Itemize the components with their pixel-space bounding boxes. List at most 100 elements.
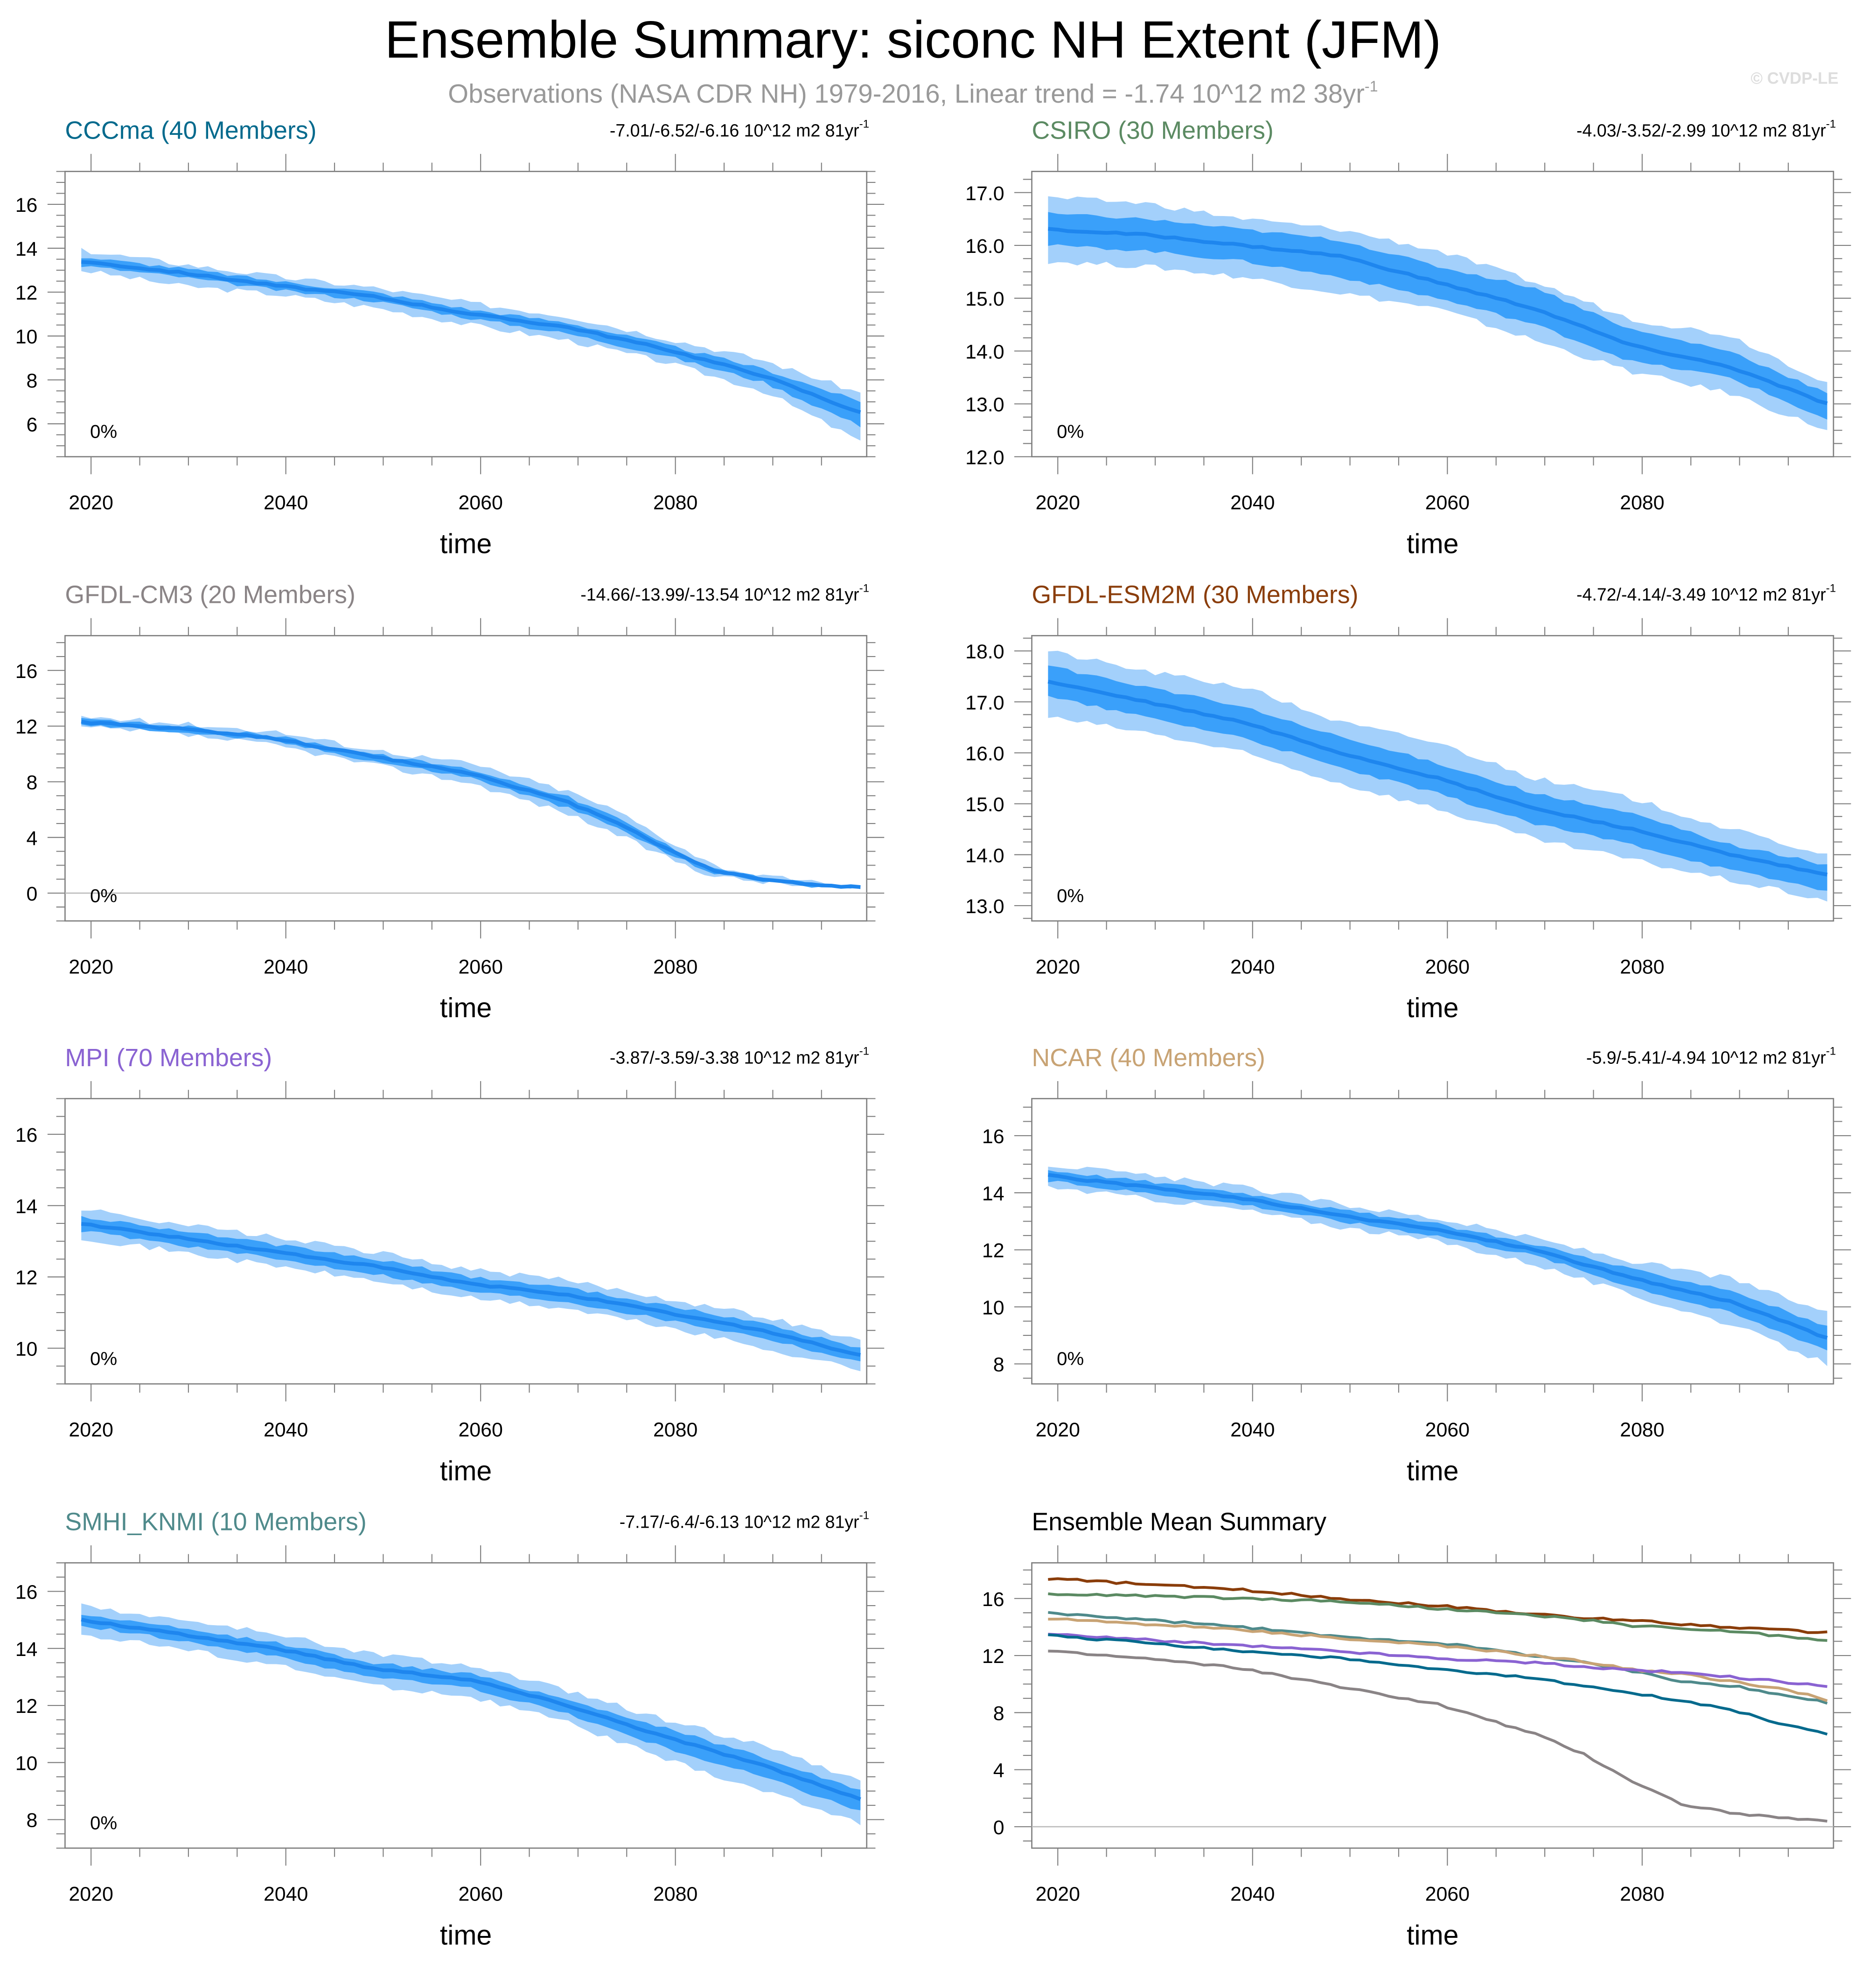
x-axis-label: time [1407, 993, 1458, 1023]
panel-title: CSIRO (30 Members) [1032, 117, 1274, 145]
panel-title: GFDL-ESM2M (30 Members) [1032, 581, 1359, 609]
x-tick-label: 2080 [653, 1883, 697, 1905]
x-tick-label: 2040 [1230, 491, 1275, 514]
inner-spread-band [81, 718, 861, 889]
x-tick-label: 2020 [69, 1883, 113, 1905]
chart-panel: CCCma (40 Members) -7.01/-6.52/-6.16 10^1… [15, 117, 885, 559]
y-tick-label: 8 [27, 370, 38, 392]
x-tick-label: 2080 [1620, 1419, 1664, 1441]
x-tick-label: 2040 [264, 956, 308, 978]
y-tick-label: 12 [15, 282, 38, 304]
y-tick-label: 14 [15, 1195, 38, 1218]
panel-trend-label: -7.01/-6.52/-6.16 10^12 m2 81yr-1 [610, 118, 869, 140]
plot-frame [1031, 1562, 1834, 1849]
trend-text: -4.03/-3.52/-2.99 10^12 m2 81yr [1576, 120, 1826, 140]
x-tick-label: 2060 [1425, 956, 1470, 978]
x-tick-label: 2080 [1620, 956, 1664, 978]
panel-trend-label: -7.17/-6.4/-6.13 10^12 m2 81yr-1 [620, 1509, 869, 1532]
x-tick-label: 2080 [1620, 491, 1664, 514]
plot-frame [64, 635, 868, 922]
y-tick-label: 10 [15, 326, 38, 348]
y-tick-label: 15.0 [965, 794, 1004, 816]
trend-superscript: -1 [1826, 582, 1836, 594]
x-axis-label: time [1407, 1456, 1458, 1486]
y-tick-label: 10 [982, 1297, 1004, 1319]
percent-annotation: 0% [90, 885, 117, 906]
ensemble-mean-line [1047, 1173, 1828, 1340]
y-tick-label: 13.0 [965, 895, 1004, 918]
panel-title: Ensemble Mean Summary [1032, 1508, 1327, 1536]
outer-spread-band [81, 1603, 861, 1825]
y-tick-label: 14.0 [965, 845, 1004, 867]
figure-subtitle: Observations (NASA CDR NH) 1979-2016, Li… [448, 78, 1378, 108]
ensemble-mean-line [81, 1222, 861, 1357]
y-tick-label: 0 [27, 883, 38, 905]
x-axis-label: time [1407, 1920, 1458, 1950]
x-tick-label: 2040 [1230, 1419, 1275, 1441]
outer-spread-band [81, 716, 861, 889]
x-tick-label: 2040 [264, 491, 308, 514]
panel-title: SMHI_KNMI (10 Members) [65, 1508, 366, 1536]
y-tick-label: 8 [27, 1809, 38, 1832]
x-tick-label: 2040 [1230, 1883, 1275, 1905]
summary-line-cccma [1048, 1633, 1828, 1736]
trend-text: -4.72/-4.14/-3.49 10^12 m2 81yr [1576, 585, 1826, 604]
ensemble-mean-line [81, 260, 861, 414]
y-tick-label: 8 [993, 1702, 1004, 1725]
y-tick-label: 12 [15, 1267, 38, 1289]
chart-panel: GFDL-CM3 (20 Members) -14.66/-13.99/-13.5… [15, 581, 885, 1023]
trend-superscript: -1 [1826, 118, 1836, 131]
y-tick-label: 17.0 [965, 182, 1004, 205]
summary-line-gfdl-cm3 [1048, 1649, 1827, 1823]
y-tick-label: 8 [993, 1354, 1004, 1376]
x-axis-label: time [1407, 529, 1458, 559]
x-axis-label: time [440, 1456, 492, 1486]
x-axis-label: time [440, 1920, 492, 1950]
y-tick-label: 14.0 [965, 341, 1004, 363]
panel-trend-label: -4.03/-3.52/-2.99 10^12 m2 81yr-1 [1576, 118, 1836, 140]
x-tick-label: 2080 [1620, 1883, 1664, 1905]
y-tick-label: 13.0 [965, 394, 1004, 416]
y-tick-label: 18.0 [965, 641, 1004, 663]
y-tick-label: 4 [27, 827, 38, 850]
percent-annotation: 0% [1057, 885, 1084, 906]
x-tick-label: 2020 [1036, 956, 1080, 978]
x-tick-label: 2020 [1036, 1883, 1080, 1905]
percent-annotation: 0% [1057, 421, 1084, 442]
y-tick-label: 16 [982, 1588, 1004, 1611]
panel-title: MPI (70 Members) [65, 1044, 272, 1072]
x-tick-label: 2060 [1425, 1883, 1470, 1905]
ensemble-mean-line [81, 1617, 861, 1801]
summary-line-csiro [1048, 1592, 1827, 1642]
y-tick-label: 16 [15, 660, 38, 683]
x-tick-label: 2060 [458, 1883, 502, 1905]
trend-superscript: -1 [859, 1509, 869, 1522]
summary-line-ncar [1048, 1617, 1828, 1702]
trend-superscript: -1 [859, 118, 869, 131]
chart-panel: SMHI_KNMI (10 Members) -7.17/-6.4/-6.13 1… [15, 1508, 885, 1950]
ensemble-mean-line [1048, 227, 1828, 405]
panel-trend-label: -14.66/-13.99/-13.54 10^12 m2 81yr-1 [580, 582, 869, 604]
trend-text: -5.9/-5.41/-4.94 10^12 m2 81yr [1586, 1048, 1826, 1067]
y-tick-label: 12 [15, 1695, 38, 1718]
x-axis-label: time [440, 529, 492, 559]
inner-spread-band [1048, 1170, 1827, 1351]
trend-superscript: -1 [1826, 1045, 1836, 1058]
y-tick-label: 16.0 [965, 742, 1004, 765]
percent-annotation: 0% [90, 1813, 117, 1834]
x-tick-label: 2020 [69, 1419, 113, 1441]
plot-frame [1031, 1098, 1834, 1385]
percent-annotation: 0% [90, 421, 117, 442]
x-tick-label: 2040 [264, 1883, 308, 1905]
y-tick-label: 14 [982, 1182, 1004, 1205]
y-tick-label: 10 [15, 1752, 38, 1774]
x-tick-label: 2020 [1036, 491, 1080, 514]
subtitle-superscript: -1 [1365, 78, 1378, 95]
y-tick-label: 12 [982, 1645, 1004, 1668]
panel-trend-label: -4.72/-4.14/-3.49 10^12 m2 81yr-1 [1576, 582, 1836, 604]
trend-text: -3.87/-3.59/-3.38 10^12 m2 81yr [610, 1048, 859, 1067]
y-tick-label: 17.0 [965, 692, 1004, 714]
trend-text: -14.66/-13.99/-13.54 10^12 m2 81yr [580, 585, 859, 604]
x-tick-label: 2060 [458, 1419, 502, 1441]
